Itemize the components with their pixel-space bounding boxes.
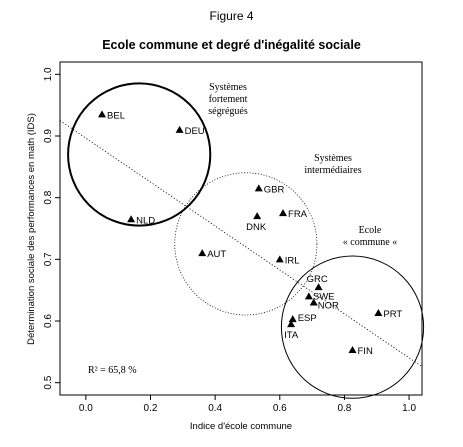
x-tick-label: 1.0 <box>402 403 416 414</box>
y-tick-label: 0.7 <box>43 252 54 266</box>
data-point <box>314 283 323 291</box>
data-point <box>348 345 357 353</box>
data-point <box>254 184 263 192</box>
data-point <box>309 298 318 306</box>
x-tick-label: 0.6 <box>273 403 287 414</box>
point-label: FRA <box>288 209 308 220</box>
point-label: ESP <box>298 313 317 324</box>
cluster-label: Ecole <box>359 225 382 236</box>
plot-frame <box>59 61 423 396</box>
data-point <box>127 215 136 223</box>
point-label: PRT <box>383 309 402 320</box>
point-label: BEL <box>107 110 125 121</box>
y-tick-label: 0.6 <box>43 314 54 328</box>
cluster-label: Systèmes <box>209 82 247 93</box>
x-tick-label: 0.0 <box>79 403 93 414</box>
y-tick-label: 1.0 <box>43 67 54 81</box>
point-label: GBR <box>264 184 285 195</box>
data-point <box>275 255 284 263</box>
point-label: SWE <box>313 291 335 302</box>
x-tick-label: 0.4 <box>208 403 222 414</box>
figure-label: Figure 4 <box>209 9 254 23</box>
y-tick-label: 0.9 <box>43 129 54 143</box>
data-point <box>279 209 288 217</box>
data-point <box>98 110 107 118</box>
point-label: GRC <box>307 274 328 285</box>
point-label: NOR <box>318 301 339 312</box>
point-label: FIN <box>358 346 373 357</box>
point-label: IRL <box>285 255 300 266</box>
data-point <box>175 125 184 133</box>
y-tick-label: 0.5 <box>43 375 54 389</box>
point-label: DNK <box>246 222 267 233</box>
cluster-circle <box>67 82 212 227</box>
x-axis-label: Indice d'école commune <box>190 421 292 432</box>
point-label: ITA <box>284 330 299 341</box>
chart-title: Ecole commune et degré d'inégalité socia… <box>102 38 361 52</box>
point-label: DEU <box>185 126 205 137</box>
data-point <box>288 315 297 323</box>
cluster-label: Systèmes <box>314 153 352 164</box>
cluster-label: fortement <box>209 94 248 105</box>
x-tick-label: 0.8 <box>337 403 351 414</box>
data-point <box>374 308 383 316</box>
cluster-label: « commune « <box>343 237 397 248</box>
y-tick-label: 0.8 <box>43 190 54 204</box>
cluster-label: ségrégués <box>208 106 248 117</box>
data-point <box>253 212 262 220</box>
data-point <box>287 320 296 328</box>
data-point <box>198 249 207 257</box>
point-label: NLD <box>136 215 155 226</box>
x-tick-label: 0.2 <box>144 403 158 414</box>
point-label: AUT <box>207 249 226 260</box>
cluster-circle <box>174 172 318 316</box>
data-point <box>304 292 313 300</box>
y-axis-label: Détermination sociale des performances e… <box>26 113 37 345</box>
cluster-circle <box>280 255 425 399</box>
r-squared-annotation: R² = 65,8 % <box>88 365 137 376</box>
cluster-label: intermédiaires <box>304 165 361 176</box>
